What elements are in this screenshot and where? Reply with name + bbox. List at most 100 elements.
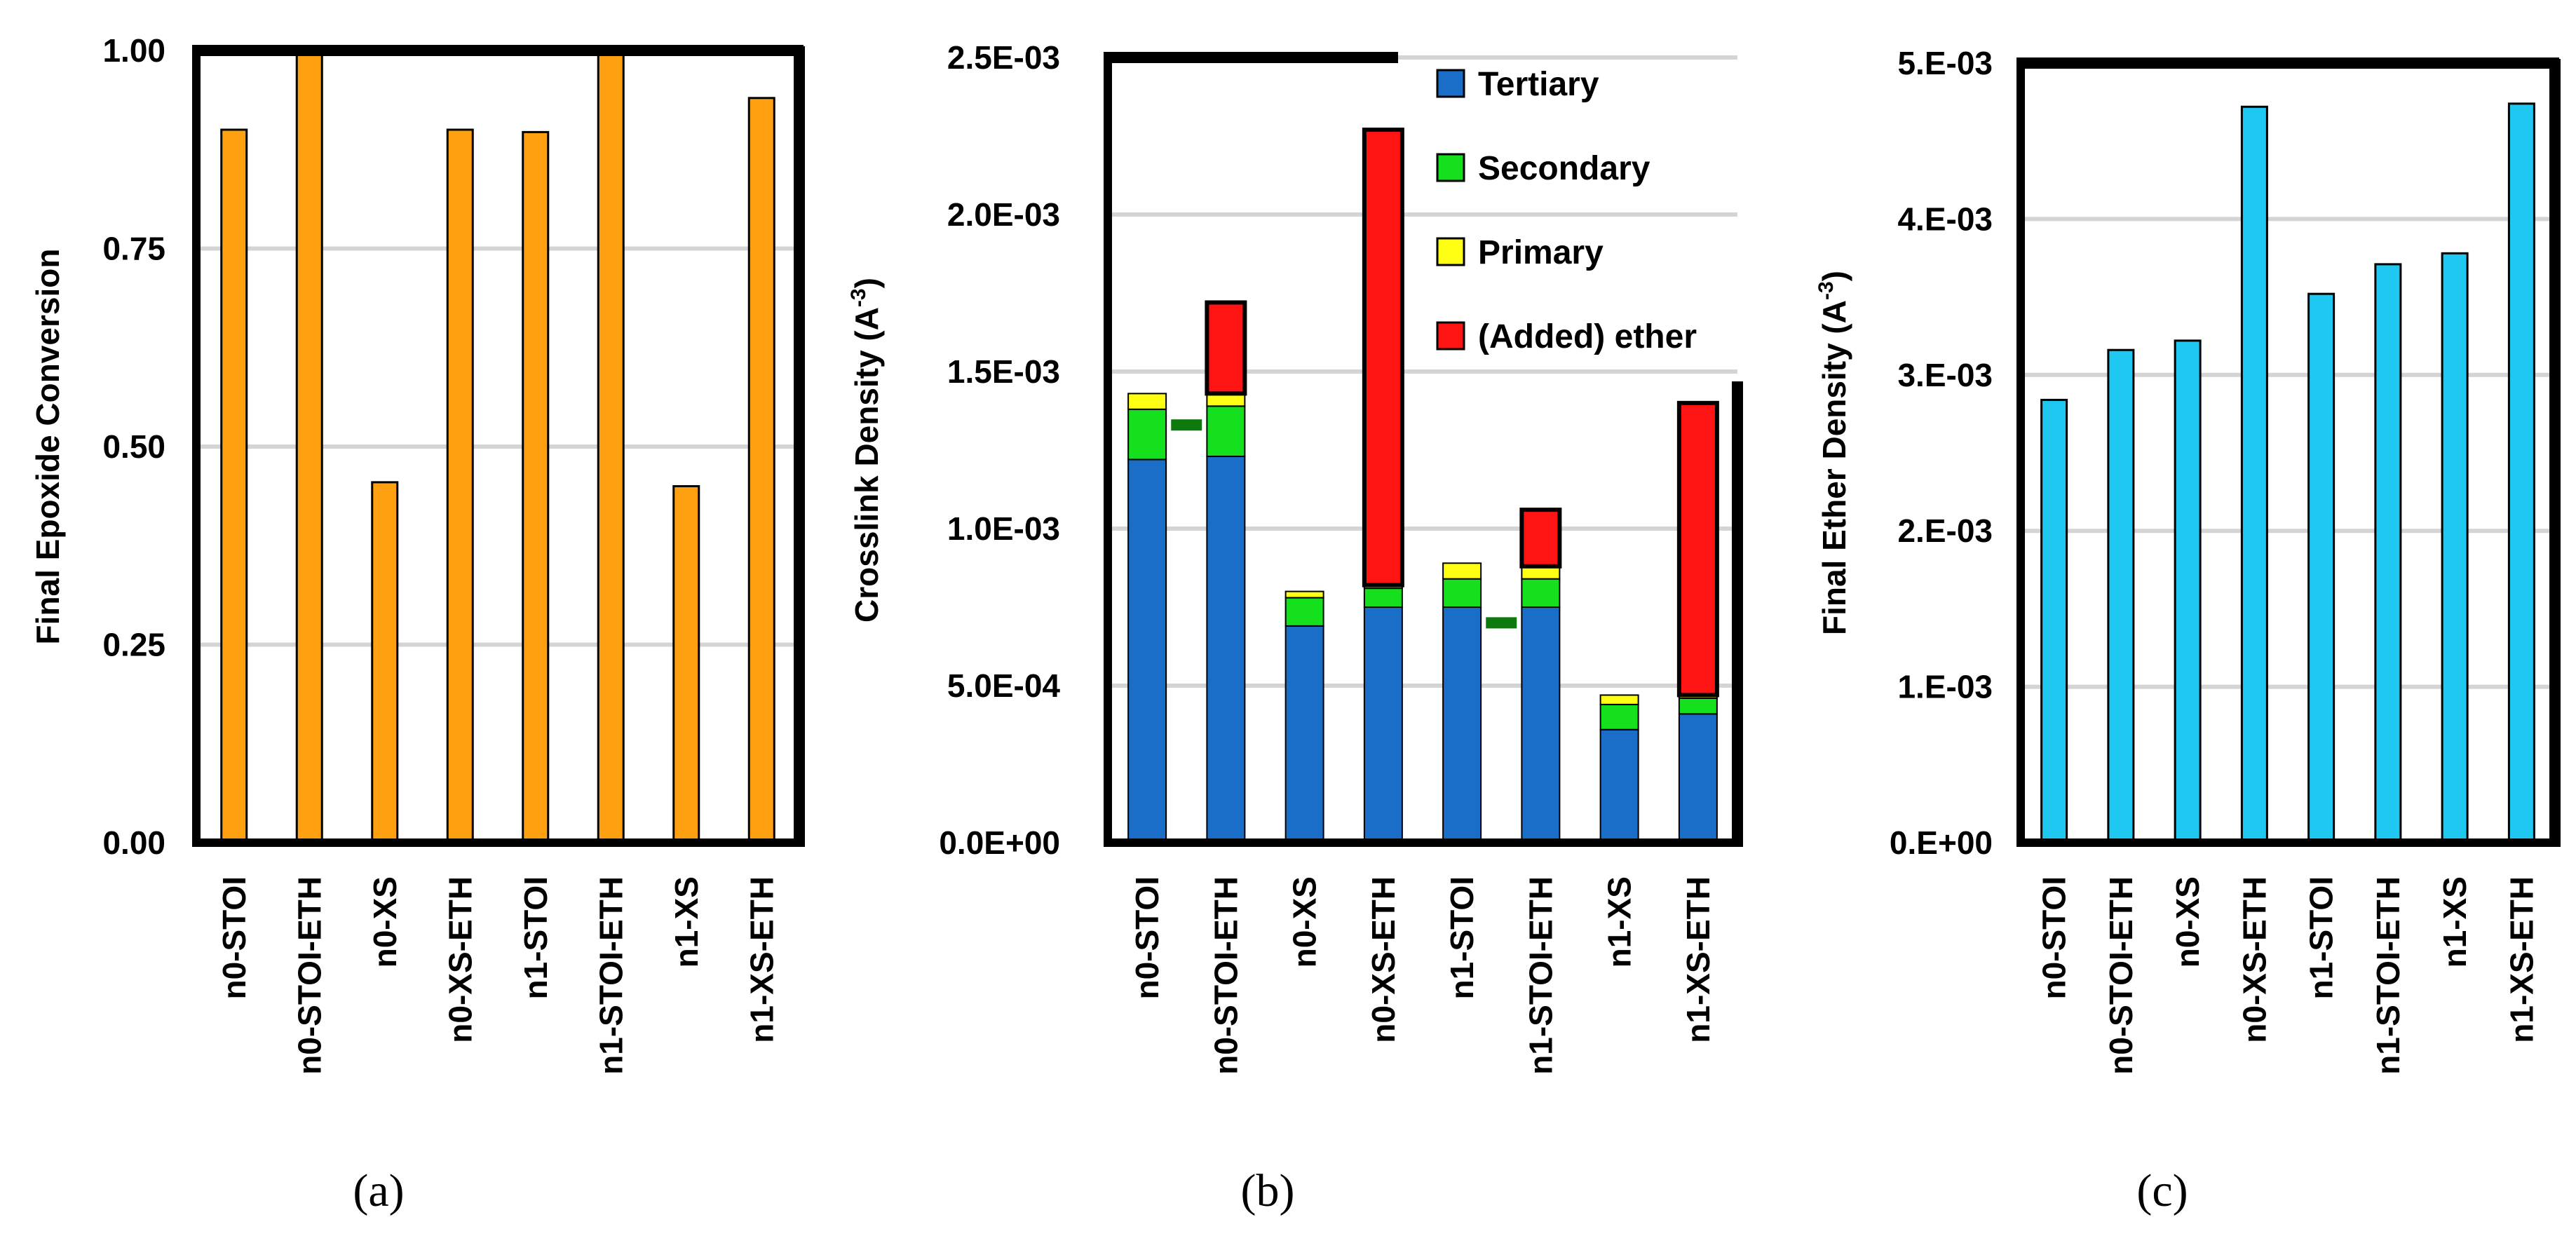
legend-swatch-added-ether (1436, 321, 1465, 351)
panel-b-segment-secondary-n0-stoi-eth (1206, 405, 1246, 457)
panel-c-y-tick-label: 0.E+00 (1890, 824, 1993, 861)
panel-a-x-tick-labels: n0-STOI n0-STOI-ETH n0-XS n0-XS-ETH n1-STOI n… (216, 876, 780, 1075)
panel-b-y-tick-label: 1.5E-03 (947, 353, 1060, 390)
legend-swatch-primary (1436, 237, 1465, 266)
legend-label-secondary: Secondary (1478, 150, 1650, 187)
panel-a-bar-n1-xs (672, 485, 700, 844)
panel-a-x-tick-label-n0-xs-eth: n0-XS-ETH (442, 876, 478, 1043)
panel-a-bar-n0-xs (371, 481, 399, 844)
panel-c-y-tick-label: 5.E-03 (1897, 45, 1993, 81)
panel-a-y-tick-label: 0.00 (102, 824, 165, 861)
panel-c-x-tick-label-n1-stoi-eth: n1-STOI-ETH (2370, 876, 2406, 1075)
panel-b-label: (b) (1241, 1165, 1295, 1216)
panel-c-y-tick-label: 2.E-03 (1897, 512, 1993, 549)
panel-b-x-tick-label-n1-xs-eth: n1-XS-ETH (1680, 876, 1716, 1043)
panel-a-bar-n0-xs-eth (446, 128, 474, 844)
panel-b-segment-secondary-n1-stoi (1442, 578, 1482, 608)
panel-a-y-axis-title: Final Epoxide Conversion (29, 249, 66, 645)
panel-a-y-tick-labels: 0.00 0.25 0.50 0.75 1.00 (102, 32, 165, 861)
panel-a-label: (a) (353, 1165, 404, 1216)
panel-c-y-axis-title-main: Final Ether Density (A (1816, 300, 1852, 635)
panel-b-segment-added-ether-n1-xs-eth (1676, 400, 1719, 698)
panel-b-crosslink-density-chart: 0.0E+00 5.0E-04 1.0E-03 1.5E-03 2.0E-03 2.5E-… (847, 39, 1743, 1216)
panel-a-x-tick-label-n1-stoi: n1-STOI (517, 876, 554, 1000)
panel-b-y-axis-title-superscript: -3 (847, 288, 870, 307)
panel-b-segment-tertiary-n1-stoi (1442, 606, 1482, 843)
panel-b-y-axis-title: Crosslink Density (A-3) (847, 278, 885, 623)
panel-a-x-tick-label-n0-stoi-eth: n0-STOI-ETH (291, 876, 327, 1075)
panel-c-bar-n0-xs (2174, 339, 2202, 844)
panel-b-segment-tertiary-n1-xs (1599, 728, 1639, 843)
panel-a-y-tick-label: 0.50 (102, 428, 165, 465)
panel-b-segment-added-ether-n0-stoi-eth (1205, 300, 1247, 396)
panel-c-bar-n1-xs (2441, 252, 2469, 844)
panel-c-x-tick-label-n1-xs-eth: n1-XS-ETH (2503, 876, 2540, 1043)
panel-a-bar-n0-stoi (220, 128, 248, 844)
panel-a-x-tick-label-n0-stoi: n0-STOI (216, 876, 252, 1000)
panel-a-frame (192, 45, 805, 847)
panel-b-y-tick-labels: 0.0E+00 5.0E-04 1.0E-03 1.5E-03 2.0E-03 2.5E-… (939, 39, 1060, 861)
panel-c-bar-n1-stoi (2307, 292, 2336, 844)
panel-b-segment-added-ether-n1-stoi-eth (1519, 508, 1562, 569)
panel-c-bar-n1-stoi-eth (2374, 263, 2402, 844)
panel-b-x-tick-label-n0-stoi: n0-STOI (1129, 876, 1165, 1000)
panel-c-y-tick-label: 1.E-03 (1897, 669, 1993, 705)
panel-b-y-tick-label: 2.5E-03 (947, 39, 1060, 76)
panel-b-y-axis-title-close: ) (848, 278, 885, 288)
panel-b-y-axis-title-main: Crosslink Density (A (848, 307, 885, 623)
legend-swatch-secondary (1436, 153, 1465, 182)
panel-b-x-tick-label-n1-stoi: n1-STOI (1444, 876, 1480, 1000)
panel-c-y-tick-labels: 0.E+00 1.E-03 2.E-03 3.E-03 4.E-03 5.E-03 (1890, 45, 1993, 861)
panel-b-segment-secondary-n1-xs (1599, 703, 1639, 731)
panel-b-marker-1 (1171, 419, 1202, 431)
panel-a-bar-n1-stoi-eth (597, 49, 625, 844)
panel-c-y-tick-label: 3.E-03 (1897, 357, 1993, 393)
panel-a-bar-n0-stoi-eth (295, 49, 323, 844)
panel-b-x-tick-label-n0-xs: n0-XS (1287, 876, 1323, 967)
panel-c-label: (c) (2136, 1165, 2188, 1216)
panel-c-x-tick-label-n0-xs-eth: n0-XS-ETH (2236, 876, 2272, 1043)
panel-c-bar-n0-stoi (2040, 398, 2068, 844)
panel-b-marker-2 (1486, 617, 1517, 629)
panel-c-x-tick-label-n1-xs: n1-XS (2436, 876, 2473, 967)
panel-c-x-tick-label-n0-stoi-eth: n0-STOI-ETH (2103, 876, 2139, 1075)
panel-c-bar-n0-stoi-eth (2107, 348, 2135, 844)
panel-b-legend: Tertiary Secondary Primary (Added) ether (1436, 66, 1697, 355)
panel-b-segment-secondary-n0-stoi (1127, 408, 1167, 461)
panel-a-y-tick-label: 0.75 (102, 231, 165, 267)
panel-b-segment-added-ether-n0-xs-eth (1362, 128, 1404, 588)
panel-b-x-tick-label-n0-xs-eth: n0-XS-ETH (1365, 876, 1402, 1043)
panel-c-y-axis-title-close: ) (1816, 271, 1852, 281)
panel-a-bar-n1-xs-eth (747, 97, 775, 844)
panel-b-segment-primary-n1-stoi (1442, 562, 1482, 580)
panel-b-frame (1104, 52, 1743, 847)
panel-b-segment-tertiary-n1-stoi-eth (1521, 606, 1561, 843)
panel-b-segment-tertiary-n0-xs (1284, 625, 1324, 843)
panel-c-x-tick-label-n1-stoi: n1-STOI (2303, 876, 2340, 1000)
panel-c-bar-n0-xs-eth (2240, 105, 2268, 844)
panel-b-y-tick-label: 0.0E+00 (939, 824, 1060, 861)
panel-a-bar-n1-stoi (522, 130, 550, 844)
panel-a-x-tick-label-n0-xs: n0-XS (367, 876, 403, 967)
panel-c-bars (2040, 102, 2535, 844)
panel-b-markers (1171, 419, 1517, 629)
panel-c-frame (2016, 57, 2561, 847)
panel-c-x-tick-labels: n0-STOI n0-STOI-ETH n0-XS n0-XS-ETH n1-STOI n… (2036, 876, 2540, 1075)
panel-c-y-axis-title: Final Ether Density (A-3) (1815, 271, 1852, 635)
panel-b-x-tick-label-n1-xs: n1-XS (1601, 876, 1638, 967)
panel-a-epoxide-conversion-chart: 0.000.250.500.751.00 n0-STOI n0-STOI-ETH n… (29, 32, 805, 1216)
panel-c-y-axis-title-superscript: -3 (1815, 281, 1838, 300)
panel-b-y-tick-label: 1.0E-03 (947, 510, 1060, 547)
panel-b-y-tick-label: 5.0E-04 (947, 667, 1061, 704)
panel-a-bars (220, 49, 775, 844)
panel-b-segment-tertiary-n1-xs-eth (1678, 713, 1718, 843)
panel-a-x-tick-label-n1-stoi-eth: n1-STOI-ETH (592, 876, 629, 1075)
panel-a-x-tick-label-n1-xs: n1-XS (668, 876, 705, 967)
legend-label-tertiary: Tertiary (1478, 66, 1599, 103)
panel-c-x-tick-label-n0-xs: n0-XS (2169, 876, 2206, 967)
legend-label-added-ether: (Added) ether (1478, 318, 1697, 355)
panel-a-y-tick-label: 1.00 (102, 32, 165, 69)
legend-label-primary: Primary (1478, 234, 1604, 271)
panel-b-segment-tertiary-n0-xs-eth (1363, 606, 1403, 843)
panel-b-x-tick-label-n1-stoi-eth: n1-STOI-ETH (1522, 876, 1559, 1075)
